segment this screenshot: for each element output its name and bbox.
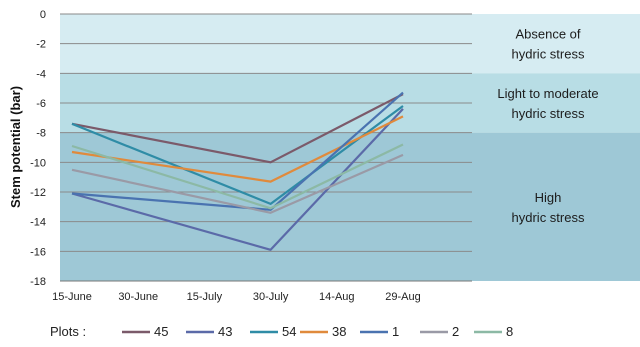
- series-line-1: [71, 91, 404, 211]
- x-tick-label: 30-June: [118, 291, 158, 303]
- x-tick-label: 15-July: [187, 291, 223, 303]
- y-tick-label: -6: [36, 98, 46, 110]
- legend-label-54: 54: [282, 324, 296, 339]
- legend-label-43: 43: [218, 324, 232, 339]
- gridlines: [60, 13, 472, 252]
- zone-label-2-0: High: [535, 190, 562, 205]
- zone-label-1-1: hydric stress: [512, 106, 585, 121]
- series-line-8: [71, 143, 404, 210]
- x-tick-label: 15-June: [52, 291, 92, 303]
- y-tick-label: -10: [30, 157, 46, 169]
- y-tick-label: -18: [30, 276, 46, 288]
- series-line-43: [71, 108, 404, 251]
- y-tick-label: -8: [36, 128, 46, 140]
- zone-label-2-1: hydric stress: [512, 210, 585, 225]
- series-line-2: [71, 153, 404, 214]
- series-line-45: [71, 93, 404, 164]
- y-tick-label: -2: [36, 39, 46, 51]
- zone-label-0-1: hydric stress: [512, 47, 585, 62]
- legend-title: Plots :: [50, 324, 86, 339]
- legend-label-38: 38: [332, 324, 346, 339]
- y-tick-label: 0: [40, 9, 46, 21]
- series-line-38: [71, 115, 404, 183]
- legend-label-2: 2: [452, 324, 459, 339]
- x-tick-label: 14-Aug: [319, 291, 354, 303]
- legend-label-8: 8: [506, 324, 513, 339]
- series-lines: [71, 91, 404, 251]
- x-tick-label: 29-Aug: [385, 291, 420, 303]
- legend-label-1: 1: [392, 324, 399, 339]
- zone-labels: Absence of hydric stress Light to moderate…: [497, 27, 598, 225]
- y-tick-label: -14: [30, 217, 46, 229]
- x-axis-ticks: 15-June 30-June 15-July 30-July 14-Aug 29-Aug: [52, 291, 421, 303]
- zone-label-1-0: Light to moderate: [497, 86, 598, 101]
- x-tick-label: 30-July: [253, 291, 289, 303]
- y-axis-ticks: 0 -2 -4 -6 -8 -10 -12 -14 -16 -18: [30, 9, 46, 288]
- y-axis-label: Stem potential (bar): [8, 86, 23, 208]
- legend-label-45: 45: [154, 324, 168, 339]
- y-tick-label: -16: [30, 246, 46, 258]
- y-tick-label: -12: [30, 187, 46, 199]
- zone-label-0-0: Absence of: [515, 27, 580, 42]
- y-tick-label: -4: [36, 68, 46, 80]
- legend: Plots : 45 43 54 38 1 2 8: [50, 324, 513, 339]
